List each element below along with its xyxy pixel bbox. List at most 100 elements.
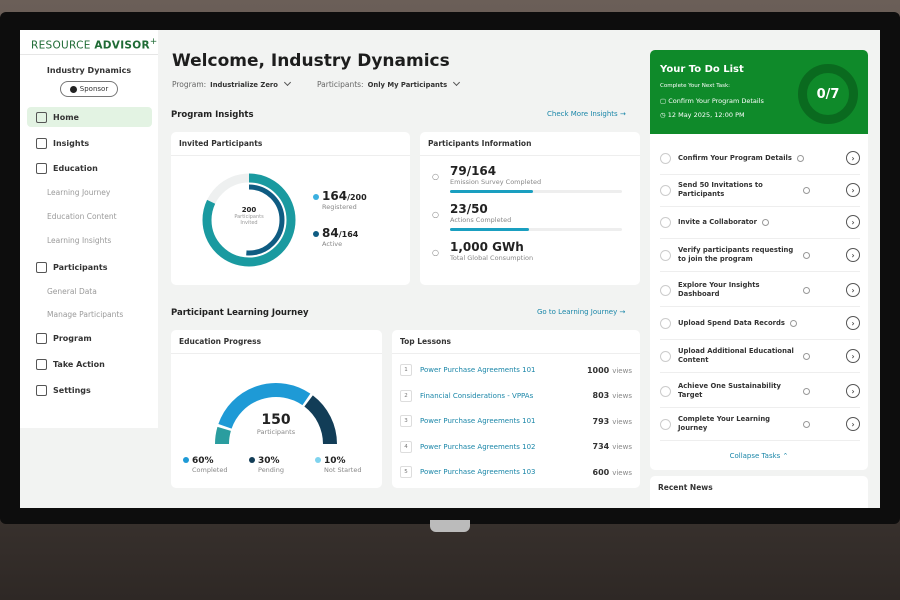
sidebar-item-general-data[interactable]: General Data [47,287,97,296]
help-icon[interactable] [803,252,810,259]
top-lessons-card: Top Lessons 1Power Purchase Agreements 1… [392,330,640,488]
monitor-stand [430,520,470,532]
task-checkbox[interactable] [660,250,671,261]
help-icon[interactable] [803,187,810,194]
sidebar-item-learning-journey[interactable]: Learning Journey [47,188,110,197]
help-icon[interactable] [803,421,810,428]
lightbulb-icon: ○ [432,248,439,257]
chevron-down-icon [284,79,291,86]
gauge-pending [309,401,330,444]
sidebar-item-education-content[interactable]: Education Content [47,212,117,221]
task-checkbox[interactable] [660,285,671,296]
section-title: Program Insights [171,110,254,120]
lesson-link[interactable]: Power Purchase Agreements 103 [420,468,593,476]
arrow-right-icon: → [619,308,625,316]
chevron-right-icon[interactable]: › [846,183,860,197]
app-screen: RESOURCE ADVISOR+ Industry Dynamics Spon… [20,30,880,508]
help-icon[interactable] [797,155,804,162]
next-task-link[interactable]: ▢ Confirm Your Program Details [660,97,764,105]
lesson-row[interactable]: 2Financial Considerations - VPPAs803view… [400,386,632,406]
go-to-learning-journey-link[interactable]: Go to Learning Journey → [537,308,625,316]
house-icon: ○ [432,210,439,219]
home-icon [36,112,47,123]
sidebar-item-settings[interactable]: Settings [27,380,152,400]
chevron-right-icon[interactable]: › [846,283,860,297]
task-item[interactable]: Explore Your Insights Dashboard› [660,274,860,307]
task-item[interactable]: Invite a Collaborator› [660,206,860,239]
check-more-insights-link[interactable]: Check More Insights → [547,110,626,118]
task-item[interactable]: Complete Your Learning Journey› [660,408,860,441]
help-icon[interactable] [803,353,810,360]
task-checkbox[interactable] [660,419,671,430]
chevron-up-icon: ⌃ [783,452,789,460]
help-icon[interactable] [803,287,810,294]
lesson-link[interactable]: Power Purchase Agreements 101 [420,366,587,374]
clipboard-icon: ○ [432,172,439,181]
task-checkbox[interactable] [660,318,671,329]
lesson-link[interactable]: Power Purchase Agreements 101 [420,417,593,425]
help-icon[interactable] [803,388,810,395]
chart-pie-icon [36,138,47,149]
lesson-row[interactable]: 3Power Purchase Agreements 101793views [400,411,632,431]
task-checkbox[interactable] [660,386,671,397]
chevron-right-icon[interactable]: › [846,248,860,262]
sidebar-item-insights[interactable]: Insights [27,133,152,153]
card-title: Education Progress [171,330,382,354]
task-checkbox[interactable] [660,185,671,196]
education-progress-card: Education Progress 150 Participants 60%C… [171,330,382,488]
next-task-date: ◷ 12 May 2025, 12:00 PM [660,111,745,119]
list-icon [36,333,47,344]
lesson-row[interactable]: 5Power Purchase Agreements 103600views [400,462,632,482]
chevron-right-icon[interactable]: › [846,384,860,398]
chevron-right-icon[interactable]: › [846,316,860,330]
people-icon [36,262,47,273]
chevron-right-icon[interactable]: › [846,417,860,431]
todo-header: Your To Do List Complete Your Next Task:… [650,50,868,134]
divider [20,54,158,55]
sidebar-item-program[interactable]: Program [27,328,152,348]
task-item[interactable]: Upload Additional Educational Content› [660,340,860,373]
help-icon[interactable] [762,219,769,226]
task-item[interactable]: Confirm Your Program Details› [660,142,860,175]
lesson-row[interactable]: 1Power Purchase Agreements 1011000views [400,360,632,380]
sidebar-item-education[interactable]: Education [27,158,152,178]
chevron-right-icon[interactable]: › [846,215,860,229]
card-title: Participants Information [420,132,640,156]
help-icon[interactable] [790,320,797,327]
sidebar-item-manage-participants[interactable]: Manage Participants [47,310,123,319]
program-select[interactable]: Program:Industrialize Zero [172,80,290,89]
chevron-right-icon[interactable]: › [846,349,860,363]
task-checkbox[interactable] [660,351,671,362]
todo-list: Confirm Your Program Details›Send 50 Inv… [650,134,868,470]
lesson-row[interactable]: 4Power Purchase Agreements 102734views [400,437,632,457]
info-row: ○23/50Actions Completed [432,202,622,231]
clock-icon: ◷ [660,111,668,119]
task-item[interactable]: Verify participants requesting to join t… [660,239,860,272]
task-item[interactable]: Achieve One Sustainability Target› [660,375,860,408]
card-title: Recent News [650,476,868,500]
lesson-link[interactable]: Financial Considerations - VPPAs [420,392,593,400]
section-title: Participant Learning Journey [171,308,309,318]
role-badge: Sponsor [60,81,118,97]
registered-stat: 164/200 Registered [313,189,367,211]
task-icon: ▢ [660,97,668,105]
task-checkbox[interactable] [660,217,671,228]
collapse-tasks-button[interactable]: Collapse Tasks ⌃ [650,452,868,460]
legend-item: 30%Pending [249,456,284,474]
participants-select[interactable]: Participants:Only My Participants [317,80,459,89]
chevron-down-icon [453,79,460,86]
sidebar-item-home[interactable]: Home [27,107,152,127]
logo[interactable]: RESOURCE ADVISOR+ [31,37,158,52]
chevron-right-icon[interactable]: › [846,151,860,165]
sidebar-item-participants[interactable]: Participants [27,257,152,277]
lesson-link[interactable]: Power Purchase Agreements 102 [420,443,593,451]
page-title: Welcome, Industry Dynamics [172,51,450,71]
active-stat: 84/164 Active [313,226,358,248]
participants-info-card: Participants Information ○79/164Emission… [420,132,640,285]
gauge-center: 150 Participants [241,412,311,436]
sidebar-item-learning-insights[interactable]: Learning Insights [47,236,111,245]
task-checkbox[interactable] [660,153,671,164]
task-item[interactable]: Upload Spend Data Records› [660,307,860,340]
sidebar-item-take-action[interactable]: Take Action [27,354,152,374]
task-item[interactable]: Send 50 Invitations to Participants› [660,174,860,207]
